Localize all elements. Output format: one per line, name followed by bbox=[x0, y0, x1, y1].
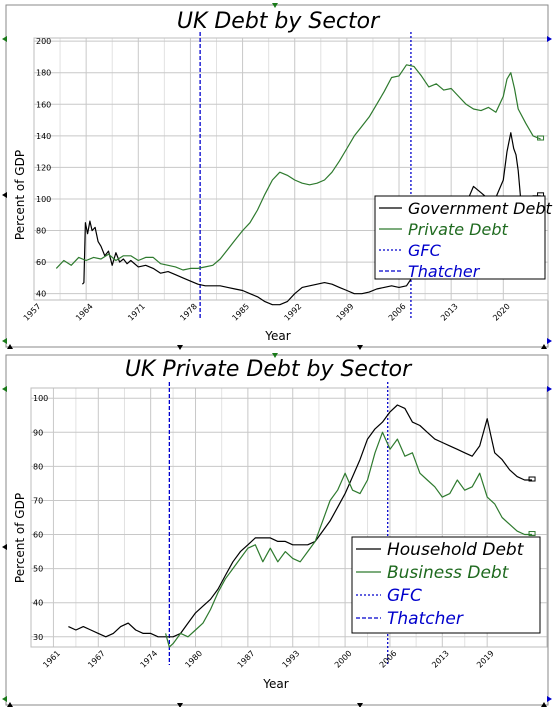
edge-marker-icon bbox=[177, 703, 183, 707]
y-tick-label: 100 bbox=[36, 195, 51, 204]
edge-marker-icon bbox=[2, 696, 7, 702]
legend-label: Thatcher bbox=[387, 609, 464, 629]
y-tick-label: 40 bbox=[36, 290, 46, 299]
edge-marker-icon bbox=[547, 338, 552, 344]
y-tick-label: 40 bbox=[33, 599, 43, 608]
x-axis-label: Year bbox=[264, 329, 290, 343]
legend-label: GFC bbox=[387, 586, 422, 606]
edge-markers bbox=[2, 353, 552, 707]
edge-marker-icon bbox=[7, 344, 13, 349]
series-end-marker bbox=[528, 531, 536, 537]
y-tick-label: 90 bbox=[33, 428, 43, 437]
edge-marker-icon bbox=[2, 338, 7, 344]
series-line-green bbox=[55, 64, 541, 271]
plot-area bbox=[30, 387, 548, 648]
edge-marker-icon bbox=[547, 36, 552, 42]
legend-box bbox=[374, 195, 546, 280]
y-axis-label: Percent of GDP bbox=[13, 150, 27, 240]
y-axis-label: Percent of GDP bbox=[13, 493, 27, 583]
edge-markers bbox=[2, 3, 552, 350]
chart-title: UK Debt by Sector bbox=[177, 9, 381, 34]
x-axis-label: Year bbox=[262, 677, 288, 691]
edge-marker-icon bbox=[7, 702, 13, 707]
edge-marker-icon bbox=[272, 353, 278, 358]
y-tick-label: 60 bbox=[33, 531, 43, 540]
y-tick-label: 200 bbox=[36, 37, 51, 46]
edge-marker-icon bbox=[541, 344, 547, 349]
grid bbox=[31, 388, 547, 647]
y-tick-label: 180 bbox=[36, 69, 51, 78]
series-line-black bbox=[68, 404, 532, 638]
y-tick-label: 100 bbox=[33, 394, 48, 403]
edge-marker-icon bbox=[2, 192, 7, 198]
y-tick-label: 60 bbox=[36, 258, 46, 267]
y-tick-label: 160 bbox=[36, 100, 51, 109]
edge-marker-icon bbox=[2, 386, 7, 392]
edge-marker-icon bbox=[547, 696, 552, 702]
edge-marker-icon bbox=[547, 386, 552, 392]
y-tick-label: 80 bbox=[36, 227, 46, 236]
legend-box bbox=[351, 536, 541, 634]
edge-marker-icon bbox=[2, 544, 7, 550]
y-tick-label: 120 bbox=[36, 163, 51, 172]
chart-panel-bottom: 30 40 50 60 70 80 90 100 1961 1967 1974 1980 1987 199… bbox=[0, 352, 556, 707]
edge-marker-icon bbox=[357, 703, 363, 707]
edge-marker-icon bbox=[2, 36, 7, 42]
legend-label: Business Debt bbox=[387, 563, 510, 583]
legend-label: Household Debt bbox=[387, 540, 525, 560]
y-tick-label: 70 bbox=[33, 496, 43, 505]
edge-marker-icon bbox=[272, 3, 278, 8]
edge-marker-icon bbox=[357, 345, 363, 350]
chart-frame bbox=[5, 354, 549, 706]
plot-area bbox=[33, 37, 549, 301]
y-tick-label: 50 bbox=[33, 565, 43, 574]
legend-label: GFC bbox=[408, 241, 442, 260]
legend-label: Private Debt bbox=[408, 220, 508, 239]
series-line-green bbox=[165, 431, 532, 648]
chart-panel-top: 40 60 80 100 120 140 160 180 200 1957 1964 1971 1978… bbox=[0, 0, 556, 352]
legend: Household Debt Business Debt GFC Thatcher bbox=[351, 536, 541, 634]
legend: Government Debt Private Debt GFC Thatcher bbox=[374, 195, 552, 281]
legend-label: Thatcher bbox=[408, 262, 481, 281]
legend-label: Government Debt bbox=[408, 199, 552, 218]
series-end-marker bbox=[528, 476, 536, 482]
series-end-marker bbox=[537, 135, 545, 141]
y-tick-label: 80 bbox=[33, 462, 43, 471]
y-tick-label: 140 bbox=[36, 132, 51, 141]
edge-marker-icon bbox=[177, 345, 183, 350]
y-tick-label: 30 bbox=[33, 633, 43, 642]
edge-marker-icon bbox=[541, 702, 547, 707]
chart-title: UK Private Debt by Sector bbox=[125, 357, 413, 382]
